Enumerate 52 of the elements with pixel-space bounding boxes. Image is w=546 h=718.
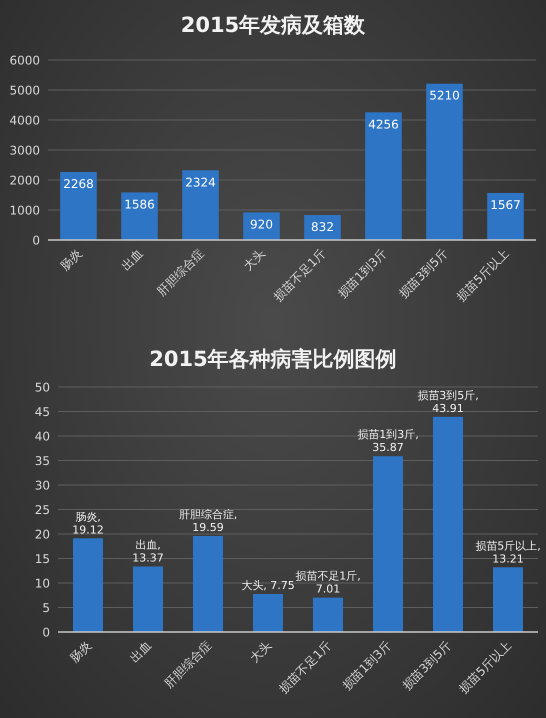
y-tick-label: 20 bbox=[34, 528, 50, 542]
y-tick-label: 40 bbox=[34, 430, 50, 444]
y-tick-label: 15 bbox=[34, 552, 50, 566]
x-tick-label: 出血 bbox=[127, 638, 154, 666]
y-tick-label: 1000 bbox=[9, 204, 40, 218]
data-label: 5210 bbox=[429, 88, 460, 103]
y-tick-label: 45 bbox=[34, 405, 50, 419]
x-tick-label: 大头 bbox=[240, 246, 268, 274]
x-tick-label: 损苗3到5斤 bbox=[396, 246, 451, 301]
chart-title: 2015年发病及箱数 bbox=[180, 13, 366, 37]
data-label: 损苗不足1斤, 7.01 bbox=[295, 570, 361, 596]
y-tick-label: 4000 bbox=[9, 114, 40, 128]
data-label: 4256 bbox=[368, 117, 399, 132]
data-label: 1567 bbox=[490, 198, 521, 212]
y-tick-label: 50 bbox=[34, 380, 50, 394]
chart-title: 2015年各种病害比例图例 bbox=[149, 347, 397, 371]
data-label: 损苗1到3斤, 35.87 bbox=[357, 428, 419, 454]
y-tick-label: 3000 bbox=[9, 144, 40, 158]
x-tick-label: 肠炎 bbox=[58, 246, 85, 274]
y-tick-label: 6000 bbox=[9, 54, 40, 68]
x-tick-label: 出血 bbox=[118, 246, 146, 274]
data-label: 1586 bbox=[124, 197, 155, 212]
data-label: 出血, 13.37 bbox=[132, 538, 164, 564]
y-tick-label: 10 bbox=[34, 576, 50, 590]
y-tick-label: 30 bbox=[34, 478, 50, 492]
x-tick-label: 大头 bbox=[247, 638, 274, 666]
x-tick-label: 损苗不足1斤 bbox=[276, 638, 334, 696]
y-tick-label: 25 bbox=[34, 503, 50, 517]
x-tick-label: 肝胆综合症 bbox=[162, 638, 214, 691]
x-tick-label: 肠炎 bbox=[67, 638, 94, 666]
data-label: 肠炎, 19.12 bbox=[72, 510, 104, 536]
x-tick-label: 损苗1到3斤 bbox=[339, 638, 394, 693]
x-tick-label: 损苗5斤以上 bbox=[454, 246, 512, 304]
y-tick-label: 0 bbox=[42, 626, 50, 640]
x-tick-label: 损苗5斤以上 bbox=[456, 638, 514, 696]
y-tick-label: 2000 bbox=[9, 174, 40, 188]
data-label: 2324 bbox=[185, 175, 216, 190]
data-label: 肝胆综合症, 19.59 bbox=[178, 508, 238, 534]
x-tick-label: 损苗不足1斤 bbox=[270, 246, 329, 304]
x-tick-label: 损苗1到3斤 bbox=[334, 246, 390, 301]
x-tick-label: 肝胆综合症 bbox=[154, 246, 207, 299]
data-label: 832 bbox=[311, 220, 334, 234]
data-label: 大头, 7.75 bbox=[241, 579, 295, 592]
y-tick-label: 5 bbox=[42, 601, 50, 615]
data-label: 2268 bbox=[63, 176, 94, 191]
data-label: 920 bbox=[250, 217, 273, 232]
x-tick-label: 损苗3到5斤 bbox=[399, 638, 454, 693]
data-label: 损苗5斤以上, 13.21 bbox=[475, 539, 541, 566]
data-label: 损苗3到5斤, 43.91 bbox=[417, 388, 479, 415]
y-tick-label: 0 bbox=[32, 234, 40, 248]
y-tick-label: 35 bbox=[34, 454, 50, 468]
y-tick-label: 5000 bbox=[9, 84, 40, 98]
